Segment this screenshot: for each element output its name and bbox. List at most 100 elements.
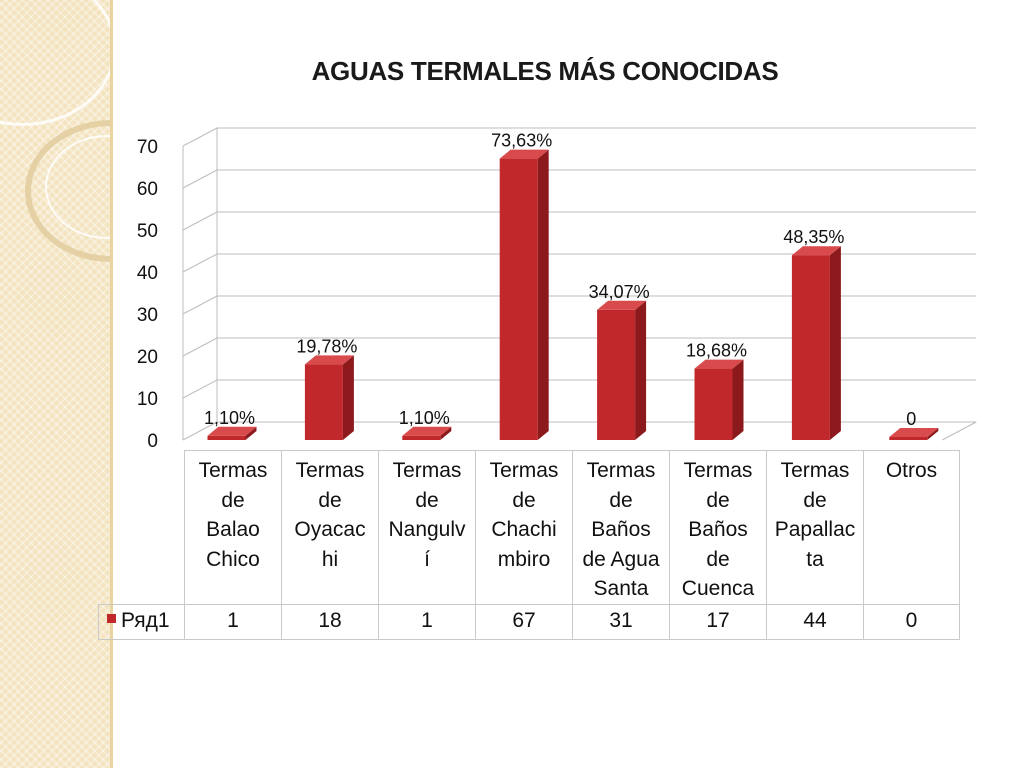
- bar-top: [499, 149, 549, 159]
- category-label-line: Papallac: [774, 518, 856, 541]
- value-cell: 17: [669, 603, 767, 640]
- category-label-line: ta: [806, 547, 824, 571]
- data-label: 1,10%: [399, 408, 450, 428]
- category-label-line: Termas: [489, 459, 559, 482]
- category-label-line: de: [706, 547, 730, 571]
- value-cell: 1: [184, 603, 282, 640]
- bar: [207, 426, 257, 440]
- bar-top: [402, 426, 452, 436]
- category-label-line: de: [706, 488, 730, 512]
- bar-side: [245, 426, 257, 440]
- grid-line-side: [182, 253, 218, 273]
- decorative-side-band: [0, 0, 113, 768]
- category-label-line: Chico: [206, 547, 260, 571]
- y-tick-label: 0: [147, 431, 158, 452]
- y-tick-label: 10: [137, 389, 158, 410]
- bar-side: [829, 246, 841, 440]
- bar-side: [635, 300, 647, 440]
- bar-top: [694, 359, 744, 369]
- bar: [304, 355, 354, 440]
- bar-front: [304, 364, 343, 440]
- category-label-line: Baños: [591, 518, 651, 541]
- data-label: 18,68%: [686, 341, 747, 361]
- value-cell: 18: [281, 603, 379, 640]
- category-label-line: mbiro: [497, 547, 551, 571]
- table-corner: [98, 450, 185, 604]
- y-tick-label: 50: [137, 221, 158, 242]
- bar-front: [889, 437, 928, 440]
- category-row: Termas de Balao Chico Termas de Oyacac hi Termas…: [98, 450, 960, 605]
- data-labels: 1,10% 19,78% 1,10% 73,63% 34,07% 18,68% 48,35%…: [204, 131, 916, 429]
- bar-side: [342, 355, 354, 440]
- category-label-line: de: [803, 488, 827, 512]
- bar-top: [304, 355, 354, 365]
- bar-top: [889, 428, 939, 437]
- category-label-line: Cuenca: [681, 577, 755, 600]
- legend-entry: Ряд1: [98, 603, 185, 640]
- data-label: 34,07%: [589, 282, 650, 302]
- category-label-line: hi: [321, 547, 339, 571]
- bar-top: [207, 426, 257, 436]
- data-label: 48,35%: [783, 227, 844, 247]
- bar: [402, 426, 452, 440]
- value-row: Ряд1 1 18 1 67 31 17 44 0: [98, 603, 960, 640]
- bar-side: [440, 426, 452, 440]
- category-label-line: Termas: [780, 459, 850, 482]
- category-label-line: Termas: [683, 459, 753, 482]
- category-cell: Termas de Papallac ta: [766, 450, 864, 605]
- bar: [791, 246, 841, 440]
- bar-top: [597, 300, 647, 310]
- category-label-line: Termas: [295, 459, 365, 482]
- bar-front: [499, 158, 538, 440]
- chart-data-table: Termas de Balao Chico Termas de Oyacac hi Termas…: [98, 450, 960, 640]
- grid-line-side: [182, 211, 218, 231]
- category-label-line: de: [609, 488, 633, 512]
- category-label-line: Otros: [885, 459, 938, 482]
- grid-line-side: [182, 421, 218, 441]
- bar-front: [402, 435, 441, 440]
- bar: [499, 149, 549, 440]
- category-label-line: de: [318, 488, 342, 512]
- category-label-line: Baños: [688, 518, 748, 541]
- floor-edge: [941, 421, 977, 441]
- bar-front: [694, 368, 733, 440]
- grid-line-side: [182, 127, 218, 147]
- grid-line-side: [182, 295, 218, 315]
- category-cell: Termas de Baños de Cuenca: [669, 450, 767, 605]
- legend-swatch: [107, 614, 116, 624]
- value-cell: 31: [572, 603, 670, 640]
- data-label: 1,10%: [204, 408, 255, 428]
- grid-line-side: [182, 379, 218, 399]
- category-cell: Otros: [863, 450, 960, 605]
- category-label-line: de: [512, 488, 536, 512]
- category-label-line: Termas: [586, 459, 656, 482]
- y-tick-label: 40: [137, 263, 158, 284]
- value-cell: 67: [475, 603, 573, 640]
- bar-side: [732, 359, 744, 440]
- y-tick-label: 30: [137, 305, 158, 326]
- category-label-line: Santa: [593, 577, 649, 600]
- bar-front: [597, 309, 636, 440]
- category-label-line: í: [424, 547, 430, 571]
- bar-front: [207, 435, 246, 440]
- y-tick-label: 60: [137, 179, 158, 200]
- category-label-line: Balao: [206, 518, 260, 541]
- category-cell: Termas de Baños de Agua Santa: [572, 450, 670, 605]
- bar-side: [537, 149, 549, 440]
- category-label-line: Oyacac: [294, 518, 366, 541]
- category-cell: Termas de Nangulv í: [378, 450, 476, 605]
- category-label-line: Termas: [198, 459, 268, 482]
- category-label-line: de: [221, 488, 245, 512]
- value-cell: 1: [378, 603, 476, 640]
- chart-title: AGUAS TERMALES MÁS CONOCIDAS: [311, 56, 779, 86]
- data-label: 19,78%: [296, 336, 357, 356]
- grid-line-side: [182, 169, 218, 189]
- category-label-line: Termas: [392, 459, 462, 482]
- legend-label: Ряд1: [121, 608, 170, 632]
- category-label-line: Chachi: [491, 518, 557, 541]
- data-label: 0: [906, 409, 916, 429]
- bar-front: [791, 255, 830, 440]
- bars: [207, 149, 939, 440]
- category-cell: Termas de Oyacac hi: [281, 450, 379, 605]
